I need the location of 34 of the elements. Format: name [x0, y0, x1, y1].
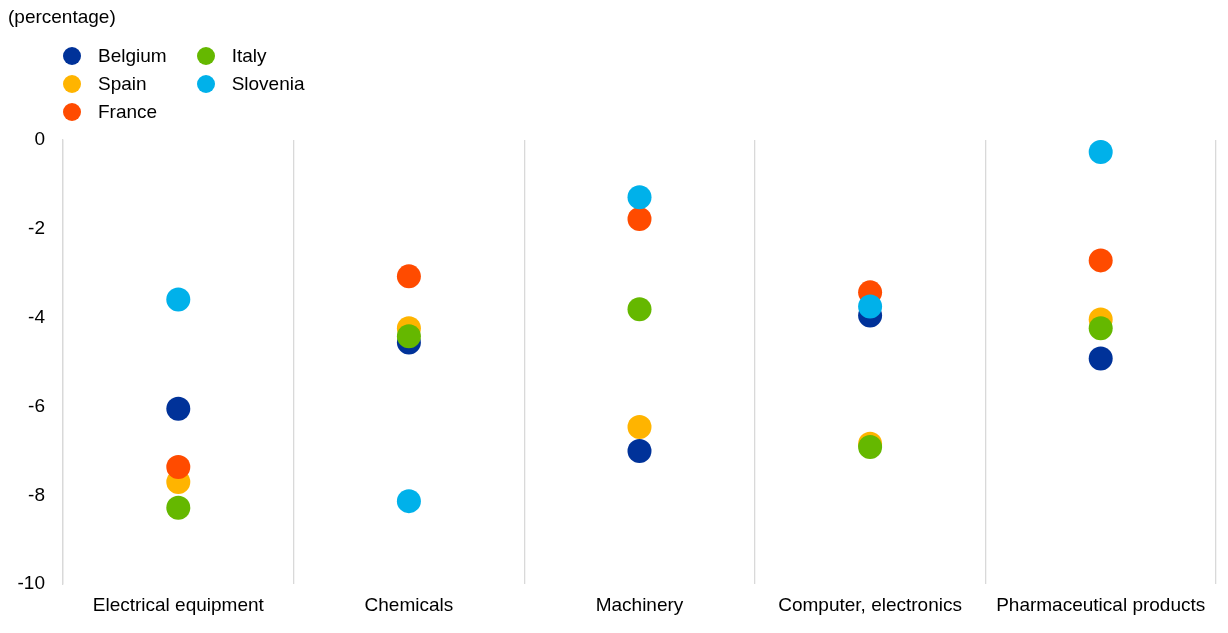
- point: [858, 294, 883, 319]
- point: [627, 438, 652, 463]
- x-tick-label: Computer, electronics: [778, 593, 962, 615]
- x-tick-label: Chemicals: [364, 593, 454, 615]
- x-tick-label: Electrical equipment: [92, 593, 265, 615]
- point: [166, 454, 191, 479]
- y-tick-label: -8: [28, 483, 45, 505]
- point: [166, 396, 191, 421]
- point: [627, 414, 652, 439]
- y-tick-label: -2: [28, 217, 45, 239]
- legend-label: Spain: [98, 73, 147, 95]
- point: [627, 185, 652, 210]
- text: (percentage): [8, 6, 116, 28]
- y-tick-label: -4: [28, 305, 46, 327]
- point: [166, 495, 191, 520]
- point: [627, 207, 652, 232]
- point: [166, 287, 191, 312]
- point: [396, 489, 421, 514]
- point: [1088, 140, 1113, 164]
- point: [627, 297, 652, 322]
- point: [1088, 316, 1113, 341]
- x-tick-label: Pharmaceutical products: [996, 593, 1206, 615]
- point: [396, 264, 421, 289]
- y-tick-label: 0: [34, 128, 45, 150]
- legend-label: Italy: [231, 45, 267, 67]
- point: [1088, 346, 1113, 371]
- legend-label: France: [98, 101, 158, 123]
- y-tick-label: -10: [17, 572, 45, 594]
- x-tick-label: Machinery: [595, 593, 684, 615]
- legend-label: Slovenia: [231, 73, 305, 95]
- point: [1088, 248, 1113, 273]
- point: [396, 324, 421, 349]
- legend-label: Belgium: [98, 45, 167, 67]
- y-tick-label: -6: [28, 394, 45, 416]
